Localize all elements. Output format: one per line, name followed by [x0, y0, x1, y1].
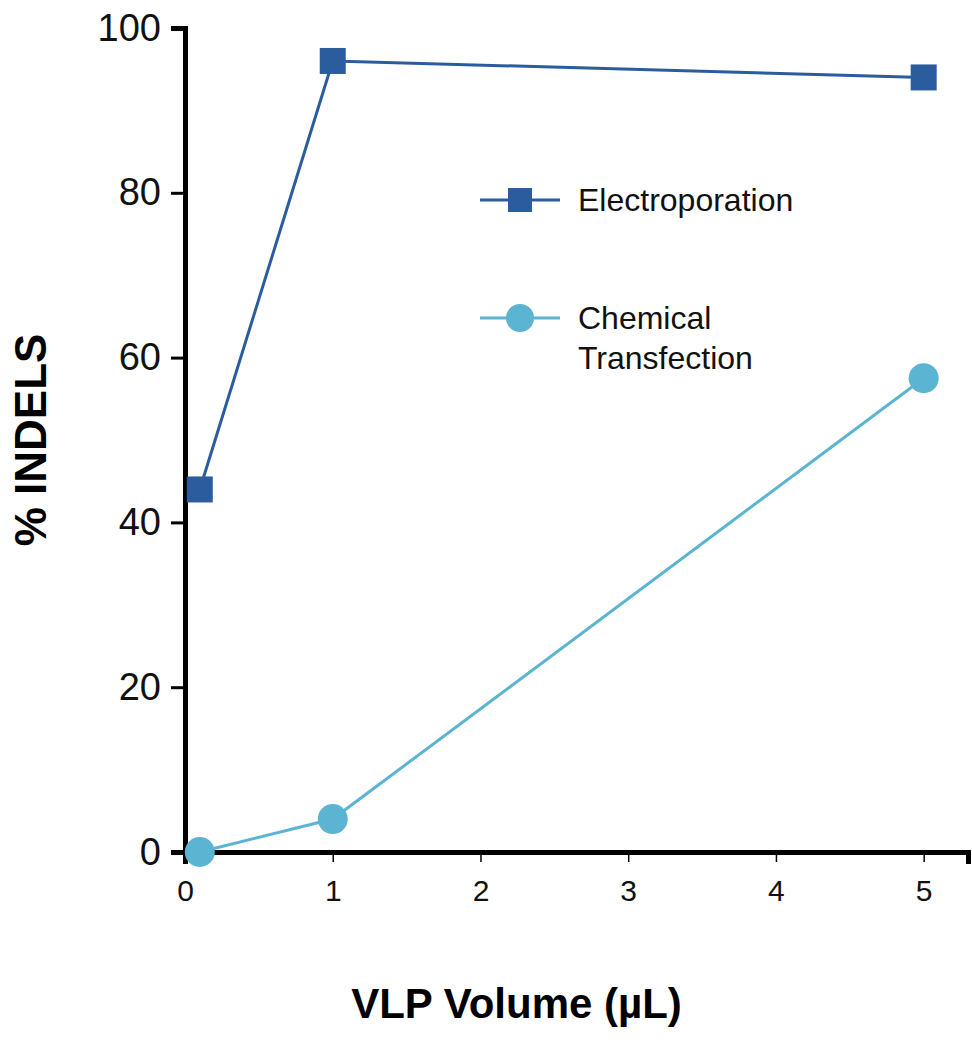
legend-item: Electroporation [480, 182, 793, 218]
legend-marker [508, 188, 532, 212]
tick: 60 [119, 336, 185, 378]
tick-label: 40 [119, 501, 161, 543]
axis-line [186, 853, 969, 865]
data-point [318, 804, 348, 834]
tick-mark [171, 357, 185, 360]
tick: 2 [473, 852, 490, 907]
tick: 100 [98, 7, 185, 49]
tick-mark [628, 852, 630, 862]
tick-mark [171, 686, 185, 689]
data-point [185, 837, 215, 867]
x-axis-title: VLP Volume (µL) [351, 980, 682, 1027]
legend-label-line: Electroporation [578, 182, 793, 218]
tick-label: 60 [119, 336, 161, 378]
plot: 0 1 2 3 4 5 0 20 40 60 80 100 Electroporation Chemica… [98, 7, 969, 908]
data-point [320, 48, 346, 74]
tick-label: 1 [325, 874, 342, 907]
tick: 5 [916, 852, 933, 907]
lines [200, 61, 924, 852]
tick-label: 3 [620, 874, 637, 907]
legend: Electroporation Chemical Transfection [480, 182, 793, 376]
tick: 80 [119, 171, 185, 213]
x-axis: 0 1 2 3 4 5 [177, 852, 968, 907]
tick: 40 [119, 501, 185, 543]
tick-mark [171, 851, 185, 854]
tick-label: 0 [140, 831, 161, 873]
tick: 0 [140, 831, 185, 873]
y-axis-title: % INDELS [6, 334, 55, 547]
tick: 3 [620, 852, 637, 907]
tick-label: 100 [98, 7, 161, 49]
legend-label: Chemical Transfection [578, 300, 753, 376]
data-point [909, 363, 939, 393]
tick-mark [171, 27, 185, 30]
data-point [187, 476, 213, 502]
tick-label: 20 [119, 666, 161, 708]
tick-label: 2 [473, 874, 490, 907]
tick-label: 4 [768, 874, 785, 907]
legend-marker [506, 304, 534, 332]
legend-label-line: Chemical [578, 300, 711, 336]
tick-label: 80 [119, 171, 161, 213]
tick-mark [171, 521, 185, 524]
series-line [200, 378, 924, 852]
tick-mark [923, 852, 925, 862]
series-line [200, 61, 924, 489]
data-point [911, 64, 937, 90]
tick: 1 [325, 852, 342, 907]
chart: 0 1 2 3 4 5 0 20 40 60 80 100 Electroporation Chemica… [0, 0, 972, 1056]
tick-label: 5 [916, 874, 933, 907]
tick-mark [171, 192, 185, 195]
tick-mark [480, 852, 482, 862]
markers [185, 48, 939, 867]
tick: 4 [768, 852, 785, 907]
tick-mark [332, 852, 334, 862]
legend-label: Electroporation [578, 182, 793, 218]
tick-mark [776, 852, 778, 862]
tick: 20 [119, 666, 185, 708]
legend-label-line: Transfection [578, 340, 753, 376]
axis-line [171, 29, 186, 853]
y-axis: 0 20 40 60 80 100 [98, 7, 186, 873]
tick-label: 0 [177, 874, 194, 907]
legend-item: Chemical Transfection [480, 300, 753, 376]
